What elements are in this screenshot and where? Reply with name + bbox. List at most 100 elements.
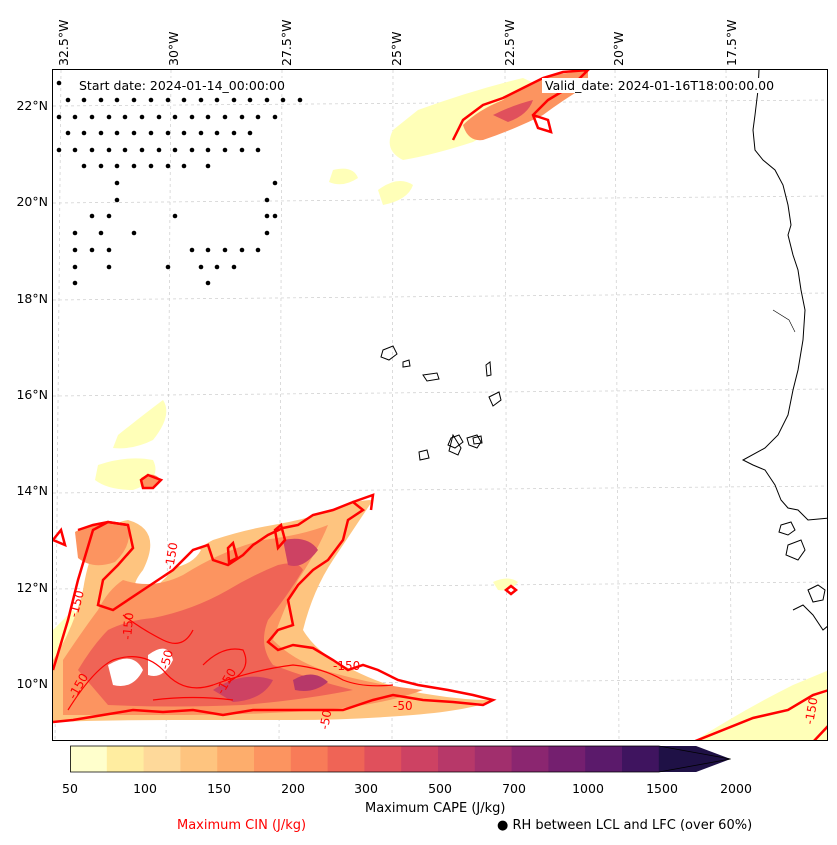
rh-dot — [247, 130, 253, 136]
rh-dot — [114, 180, 120, 186]
borders — [772, 309, 796, 333]
lon-label-30w: 30°W — [166, 31, 181, 66]
rh-title: ● RH between LCL and LFC (over 60%) — [497, 818, 753, 833]
rh-dot — [81, 163, 87, 169]
rh-dot — [255, 147, 261, 153]
colorbar-segment — [401, 746, 439, 772]
cape-gaps — [108, 546, 201, 686]
rh-dot — [189, 114, 195, 120]
colorbar-segment — [438, 746, 476, 772]
rh-dot — [264, 213, 270, 219]
colorbar-tick: 500 — [428, 781, 452, 796]
rh-dot — [198, 130, 204, 136]
rh-dot — [165, 163, 171, 169]
colorbar-segment — [106, 746, 145, 772]
rh-dot — [122, 147, 128, 153]
rh-dot — [114, 130, 120, 136]
rh-dot — [172, 147, 178, 153]
cin-thin-contours — [67, 614, 394, 711]
cape-title: Maximum CAPE (J/kg) — [365, 801, 506, 816]
colorbar-segment — [364, 746, 402, 772]
rh-dot — [297, 97, 303, 103]
rh-dot — [89, 213, 95, 219]
cin-label: -50 — [157, 648, 176, 671]
rh-dot — [231, 97, 237, 103]
rh-dot — [156, 114, 162, 120]
colorbar-tick: 1500 — [646, 781, 678, 796]
colorbar-segment — [70, 746, 108, 772]
colorbar-segment — [254, 746, 292, 772]
lat-label-16n: 16°N — [16, 387, 48, 402]
cin-title: Maximum CIN (J/kg) — [177, 818, 307, 833]
rh-dot — [106, 264, 112, 270]
rh-dot — [205, 163, 211, 169]
colorbar-segment — [511, 746, 549, 772]
rh-dot — [198, 97, 204, 103]
cin-label: -150 — [333, 659, 360, 673]
rh-dot — [72, 114, 78, 120]
colorbar-segment — [217, 746, 255, 772]
valid-date: Valid_date: 2024-01-16T18:00:00.00 — [542, 78, 778, 93]
map-canvas: -150 -150 -150 -150 -50 -50 -150 -150 -5… — [53, 70, 827, 740]
rh-dot — [98, 230, 104, 236]
rh-dot — [272, 114, 278, 120]
lat-label-22n: 22°N — [16, 98, 48, 113]
colorbar-segment — [622, 746, 660, 772]
lon-label-27.5w: 27.5°W — [279, 19, 294, 66]
colorbar-tick: 150 — [207, 781, 231, 796]
cin-label: -50 — [393, 699, 413, 713]
rh-dot — [181, 130, 187, 136]
colorbar-segment — [327, 746, 365, 772]
rh-dot — [231, 130, 237, 136]
rh-dot — [222, 147, 228, 153]
rh-dot — [72, 280, 78, 286]
colorbar-segment — [290, 746, 329, 772]
rh-dot — [198, 264, 204, 270]
rh-dot — [65, 130, 71, 136]
colorbar-tick: 200 — [281, 781, 305, 796]
rh-dot — [65, 97, 71, 103]
rh-dot — [165, 97, 171, 103]
colorbar-segment — [143, 746, 181, 772]
rh-dot — [189, 147, 195, 153]
colorbar — [70, 745, 731, 773]
rh-dot — [172, 114, 178, 120]
rh-dot — [255, 114, 261, 120]
rh-dot — [89, 247, 95, 253]
map-panel: -150 -150 -150 -150 -50 -50 -150 -150 -5… — [52, 69, 828, 741]
rh-dot — [181, 97, 187, 103]
rh-dot — [56, 80, 62, 86]
rh-dot — [131, 130, 137, 136]
rh-dot — [131, 230, 137, 236]
cin-label: -150 — [66, 589, 87, 619]
rh-dot — [222, 247, 228, 253]
rh-dot — [139, 114, 145, 120]
rh-dot — [272, 213, 278, 219]
rh-dot — [189, 247, 195, 253]
rh-dot — [72, 230, 78, 236]
rh-dot — [148, 163, 154, 169]
colorbar-outline — [70, 745, 731, 773]
rh-dot — [139, 147, 145, 153]
rh-dot — [264, 230, 270, 236]
rh-dot — [72, 147, 78, 153]
rh-dot — [106, 247, 112, 253]
colorbar-segment — [474, 746, 513, 772]
rh-dot — [98, 97, 104, 103]
rh-dot — [247, 97, 253, 103]
rh-dot — [264, 97, 270, 103]
rh-dot — [280, 97, 286, 103]
lon-label-25w: 25°W — [389, 31, 404, 66]
rh-dot — [106, 114, 112, 120]
lat-label-14n: 14°N — [16, 483, 48, 498]
rh-dot — [264, 197, 270, 203]
colorbar-tick: 1000 — [572, 781, 604, 796]
rh-dot — [165, 130, 171, 136]
rh-dot — [72, 264, 78, 270]
cin-label: -150 — [802, 696, 821, 725]
lon-label-32.5w: 32.5°W — [56, 19, 71, 66]
rh-dot — [81, 130, 87, 136]
cin-labels: -150 -150 -150 -150 -50 -50 -150 -150 -5… — [65, 541, 820, 730]
colorbar-tick: 300 — [354, 781, 378, 796]
lon-label-22.5w: 22.5°W — [502, 19, 517, 66]
